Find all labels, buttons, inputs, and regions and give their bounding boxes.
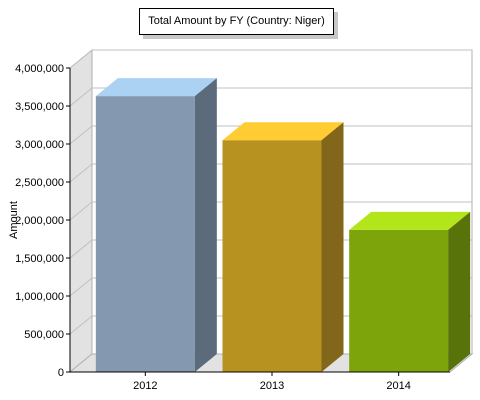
bar-2013	[222, 122, 344, 372]
x-axis-ticks: 2012 2013 2014	[70, 371, 450, 392]
gridline	[69, 163, 472, 183]
bar-2012	[95, 78, 217, 373]
gridline	[69, 239, 472, 259]
x-tick-label: 2014	[386, 380, 410, 392]
bar-top	[95, 78, 217, 97]
bar-front	[349, 229, 449, 372]
x-tick-label: 2012	[133, 380, 157, 392]
y-tick-label: 2,000,000	[15, 215, 64, 227]
bar-top	[349, 211, 471, 230]
bar-side	[448, 211, 471, 372]
y-tick-label: 4,000,000	[15, 63, 64, 75]
bar-side	[194, 78, 217, 373]
gridline	[69, 49, 472, 69]
gridline	[69, 87, 472, 107]
y-tick-label: 3,500,000	[15, 101, 64, 113]
gridline	[69, 315, 472, 335]
y-axis-ticks: 0 500,000 1,000,000 1,500,000 2,000,000 2,500…	[15, 63, 71, 379]
bars	[95, 78, 471, 373]
gridline	[69, 277, 472, 297]
y-tick-label: 2,500,000	[15, 177, 64, 189]
y-tick-label: 1,000,000	[15, 291, 64, 303]
bar-front	[95, 96, 195, 373]
gridlines	[69, 49, 472, 335]
bar-side	[321, 122, 344, 372]
x-tick-label: 2013	[260, 380, 284, 392]
bar-2014	[349, 211, 471, 372]
gridline	[69, 125, 472, 145]
y-tick-label: 0	[58, 367, 64, 379]
y-tick-label: 3,000,000	[15, 139, 64, 151]
bar-front	[222, 140, 322, 372]
y-tick-label: 500,000	[24, 329, 64, 341]
gridline	[69, 201, 472, 221]
bar-top	[222, 122, 344, 141]
chart-title: Total Amount by FY (Country: Niger)	[139, 8, 334, 35]
y-tick-label: 1,500,000	[15, 253, 64, 265]
y-axis-label: Amount	[8, 201, 20, 239]
